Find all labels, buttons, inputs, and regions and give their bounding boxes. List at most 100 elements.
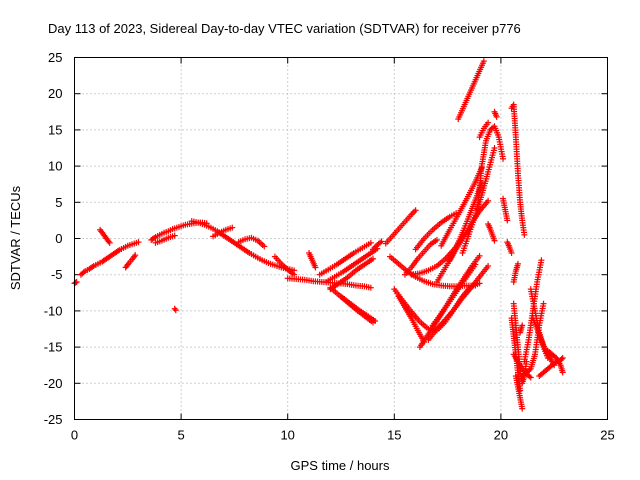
data-point xyxy=(312,264,319,271)
data-point xyxy=(72,279,79,286)
data-point xyxy=(538,257,545,264)
data-point xyxy=(378,238,385,245)
series-arc-13 xyxy=(306,249,319,271)
data-point xyxy=(493,113,500,120)
data-point xyxy=(229,224,236,231)
y-tick-label: -25 xyxy=(44,412,63,427)
series-arc-49 xyxy=(529,315,558,369)
data-point xyxy=(411,208,418,215)
data-point xyxy=(106,239,113,246)
data-point xyxy=(472,261,479,268)
series-arc-28 xyxy=(425,263,492,343)
data-point xyxy=(491,145,498,151)
series-arc-23 xyxy=(395,293,428,346)
data-point xyxy=(491,237,498,244)
data-point xyxy=(135,239,142,246)
data-point xyxy=(485,197,492,204)
series-arc-08 xyxy=(188,218,298,274)
y-axis-label: SDTVAR / TECUs xyxy=(8,185,23,290)
axis-ticks xyxy=(74,57,608,420)
series-arc-50 xyxy=(536,354,566,380)
series-arc-24 xyxy=(401,236,440,278)
series-arc-37 xyxy=(491,108,500,120)
series-arc-15 xyxy=(323,245,381,285)
data-point xyxy=(519,405,526,412)
data-point xyxy=(172,307,179,314)
y-tick-label: -5 xyxy=(51,267,63,282)
data-point xyxy=(171,305,178,312)
chart-title: Day 113 of 2023, Sidereal Day-to-day VTE… xyxy=(48,21,521,36)
series-arc-04 xyxy=(122,252,139,271)
series-arc-38 xyxy=(485,221,498,244)
series-arc-52 xyxy=(510,351,534,381)
data-point xyxy=(476,252,483,259)
data-point xyxy=(527,374,534,381)
data-point xyxy=(171,232,178,239)
data-point xyxy=(485,119,492,126)
data-point xyxy=(132,252,139,259)
y-tick-label: -10 xyxy=(44,303,63,318)
series-arc-01 xyxy=(71,278,80,287)
x-axis-label: GPS time / hours xyxy=(291,458,390,473)
series-arc-41 xyxy=(508,101,528,238)
data-point xyxy=(558,356,565,363)
series-arc-11 xyxy=(271,253,298,278)
series-arc-36 xyxy=(476,119,492,141)
series-arc-21 xyxy=(387,253,479,290)
series-arc-20 xyxy=(382,207,419,247)
series-arc-45 xyxy=(510,260,521,285)
data-point xyxy=(514,260,521,267)
data-point xyxy=(367,284,374,291)
y-tick-label: 20 xyxy=(48,86,62,101)
series-arc-40 xyxy=(504,239,515,256)
series-arc-39 xyxy=(500,195,511,224)
data-point xyxy=(508,249,515,256)
series-arc-35 xyxy=(474,123,507,213)
data-point xyxy=(519,322,526,329)
series-arc-26 xyxy=(412,210,460,253)
series-arc-44 xyxy=(512,373,526,412)
series-arc-32 xyxy=(446,179,485,264)
data-point xyxy=(540,300,547,307)
data-point xyxy=(476,280,483,287)
series-arc-19 xyxy=(369,238,385,253)
y-tick-labels: -25 -20 -15 -10 -5 0 5 10 15 20 25 xyxy=(44,50,63,427)
x-tick-label: 0 xyxy=(71,428,78,443)
data-point xyxy=(485,263,492,270)
data-points xyxy=(71,58,566,412)
data-point xyxy=(521,231,528,238)
y-tick-label: 10 xyxy=(48,159,62,174)
y-tick-label: -15 xyxy=(44,340,63,355)
x-tick-label: 25 xyxy=(600,428,614,443)
series-arc-29 xyxy=(429,261,479,329)
y-tick-label: 0 xyxy=(55,231,62,246)
y-tick-label: 5 xyxy=(55,195,62,210)
data-point xyxy=(369,255,376,262)
y-tick-label: -20 xyxy=(44,376,63,391)
data-point xyxy=(409,210,416,217)
series-arc-14 xyxy=(316,239,374,278)
data-point xyxy=(559,354,566,361)
data-point xyxy=(500,155,507,162)
series-arc-09 xyxy=(210,224,236,240)
data-point xyxy=(480,58,487,65)
x-tick-label: 5 xyxy=(177,428,184,443)
series-arc-07 xyxy=(171,305,179,314)
series-arc-06 xyxy=(152,232,178,246)
x-tick-labels: 0 5 10 15 20 25 xyxy=(71,428,615,443)
series-arc-34 xyxy=(455,58,487,123)
series-arc-03 xyxy=(97,226,113,246)
series-arc-18 xyxy=(338,293,379,325)
data-point xyxy=(261,243,268,250)
data-point xyxy=(372,318,379,325)
series-arc-51 xyxy=(544,347,566,376)
y-tick-label: 15 xyxy=(48,122,62,137)
series-arc-53 xyxy=(517,322,526,336)
data-point xyxy=(367,239,374,246)
data-point xyxy=(412,207,419,214)
plot-frame xyxy=(74,57,608,420)
data-point xyxy=(504,217,511,224)
x-tick-label: 15 xyxy=(387,428,401,443)
data-point xyxy=(559,369,566,376)
